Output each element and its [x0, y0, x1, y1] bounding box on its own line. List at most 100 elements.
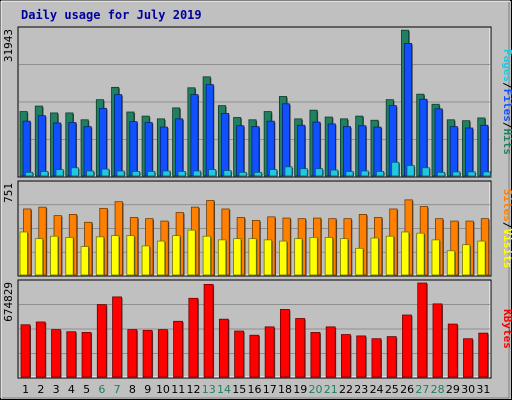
legend-hits-part-5: Hits: [501, 129, 512, 156]
day-label-29: 29: [446, 383, 460, 396]
day-label-16: 16: [248, 383, 262, 396]
bar-pages-day-4: [70, 167, 79, 177]
panel-hits-legend: Pages/Files/Hits: [501, 49, 512, 155]
bar-sites-day-21: [324, 237, 333, 276]
bar-kbytes-day-6: [96, 304, 107, 378]
bar-files-day-31: [480, 124, 489, 177]
bar-pages-day-16: [253, 171, 262, 177]
bar-files-day-23: [358, 125, 367, 177]
bar-files-day-1: [22, 120, 31, 177]
legend-visits-part-3: Visits: [501, 229, 512, 269]
bar-pages-day-10: [162, 170, 171, 177]
bar-kbytes-day-2: [35, 321, 46, 378]
legend-hits-part-2: /: [501, 82, 512, 89]
bar-files-day-12: [190, 94, 199, 177]
day-label-12: 12: [186, 383, 200, 396]
bar-sites-day-18: [278, 240, 288, 276]
bar-kbytes-day-3: [51, 329, 61, 378]
bar-files-day-16: [251, 126, 260, 177]
bar-files-day-28: [434, 108, 443, 177]
bar-files-day-13: [205, 84, 214, 177]
day-label-19: 19: [293, 383, 307, 396]
day-label-20: 20: [309, 383, 323, 396]
panel-visits: 751 Sites/Visits: [2, 180, 512, 277]
day-label-4: 4: [68, 383, 75, 396]
bar-kbytes-day-30: [463, 338, 473, 378]
bar-pages-day-20: [315, 168, 324, 177]
bar-files-day-8: [129, 121, 138, 177]
bar-kbytes-day-7: [112, 296, 122, 378]
bar-pages-day-12: [192, 170, 201, 177]
bar-sites-day-8: [126, 235, 135, 276]
bar-sites-day-15: [233, 238, 242, 276]
bar-sites-day-10: [156, 240, 166, 276]
day-label-21: 21: [324, 383, 338, 396]
bar-kbytes-day-15: [234, 330, 245, 378]
bar-pages-day-2: [40, 171, 49, 177]
bar-files-day-17: [266, 120, 275, 177]
bar-kbytes-day-5: [81, 332, 92, 378]
bar-pages-day-28: [437, 171, 446, 177]
bar-files-day-10: [159, 126, 168, 177]
bar-sites-day-2: [34, 238, 44, 276]
bar-sites-day-9: [141, 245, 150, 276]
bar-files-day-18: [281, 103, 290, 177]
day-label-9: 9: [144, 383, 151, 396]
bar-kbytes-day-16: [249, 334, 260, 378]
bar-pages-day-3: [55, 169, 64, 177]
legend-hits-part-4: /: [501, 122, 512, 129]
bar-files-day-5: [83, 126, 92, 177]
bar-sites-day-23: [355, 247, 364, 276]
day-label-17: 17: [263, 383, 277, 396]
bar-files-day-29: [449, 126, 458, 177]
bar-pages-day-7: [116, 170, 125, 177]
bar-kbytes-day-17: [264, 326, 275, 378]
legend-kbytes-part-1: KBytes: [501, 309, 512, 349]
bar-sites-day-20: [309, 237, 318, 276]
bar-kbytes-day-25: [386, 336, 397, 378]
bar-pages-day-15: [238, 171, 247, 177]
panel-kbytes-max-label: 674829: [2, 282, 15, 322]
bar-sites-day-16: [248, 238, 257, 276]
bar-kbytes-day-20: [310, 332, 321, 378]
bar-kbytes-day-13: [203, 283, 214, 378]
bar-files-day-9: [144, 122, 153, 177]
bar-sites-day-5: [80, 246, 89, 276]
bar-pages-day-18: [284, 166, 293, 177]
bar-kbytes-day-23: [356, 335, 367, 378]
day-label-25: 25: [385, 383, 399, 396]
bar-kbytes-day-28: [432, 303, 443, 378]
day-label-28: 28: [431, 383, 445, 396]
bar-kbytes-day-18: [279, 309, 290, 378]
bar-sites-day-4: [65, 237, 74, 276]
bar-pages-day-19: [299, 168, 308, 177]
day-label-22: 22: [339, 383, 353, 396]
bar-files-day-30: [465, 127, 474, 177]
bar-pages-day-8: [131, 171, 140, 177]
bar-pages-day-17: [269, 169, 278, 177]
legend-hits-part-1: Pages: [501, 49, 512, 82]
legend-visits-part-2: /: [501, 222, 512, 229]
day-label-23: 23: [354, 383, 368, 396]
bar-pages-day-9: [147, 171, 156, 177]
day-label-26: 26: [400, 383, 414, 396]
bar-sites-day-17: [263, 239, 272, 276]
bar-kbytes-day-29: [447, 323, 458, 378]
bar-pages-day-21: [330, 169, 339, 177]
bar-files-day-3: [53, 122, 62, 177]
bar-files-day-2: [37, 115, 46, 177]
day-label-14: 14: [217, 383, 231, 396]
bar-files-day-27: [419, 98, 428, 177]
bar-files-day-7: [114, 94, 123, 177]
bar-pages-day-25: [391, 161, 400, 177]
bar-kbytes-day-21: [325, 326, 336, 378]
bar-sites-day-30: [462, 244, 471, 276]
bar-pages-day-5: [86, 170, 95, 177]
chart-title: Daily usage for July 2019: [21, 8, 202, 22]
bar-sites-day-24: [370, 237, 379, 276]
bar-files-day-24: [373, 126, 382, 177]
